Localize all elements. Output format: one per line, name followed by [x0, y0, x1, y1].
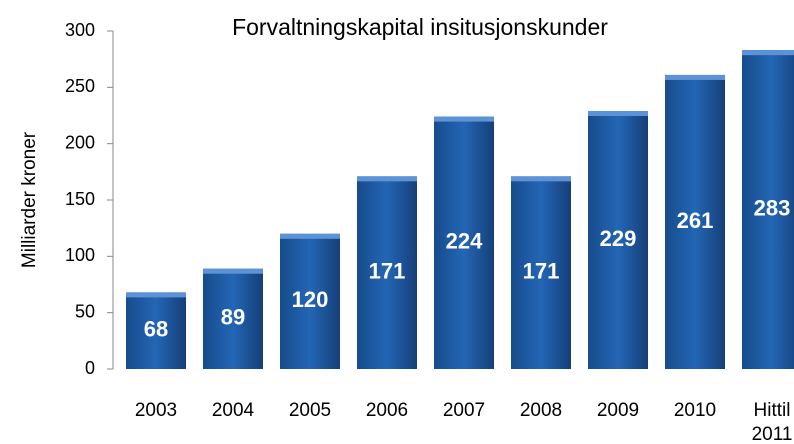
- value-label: 89: [221, 305, 245, 330]
- x-tick-label: 2004: [212, 400, 255, 421]
- value-label: 283: [754, 195, 791, 220]
- bar-cap: [357, 176, 417, 182]
- value-label: 224: [446, 229, 483, 254]
- value-label: 120: [292, 287, 329, 312]
- bar-cap: [434, 116, 494, 122]
- y-tick-label: 0: [85, 358, 95, 378]
- chart-title: Forvaltningskapital insitusjonskunder: [232, 14, 608, 40]
- value-label: 171: [369, 258, 406, 283]
- bar: [203, 268, 263, 369]
- bar: [357, 176, 417, 369]
- bar: [280, 233, 340, 369]
- y-tick-label: 300: [65, 20, 95, 40]
- x-tick-label-line: Hittil: [754, 400, 791, 421]
- bar-cap: [126, 292, 186, 298]
- y-tick-label: 50: [75, 301, 95, 321]
- value-label: 261: [677, 208, 714, 233]
- x-tick-label-line: 2011: [752, 424, 793, 444]
- bar: [588, 110, 648, 369]
- bar: [665, 74, 725, 369]
- bar: [742, 50, 794, 370]
- bar-cap: [588, 110, 648, 116]
- x-tick-label: 2008: [520, 400, 562, 421]
- bar: [511, 176, 571, 369]
- value-label: 68: [144, 317, 168, 342]
- value-label: 171: [523, 258, 560, 283]
- x-tick-label: Hittil 2011: [752, 400, 793, 444]
- x-tick-label: 2007: [443, 400, 485, 421]
- y-tick-label: 250: [65, 76, 95, 96]
- x-tick-label: 2009: [597, 400, 639, 421]
- bar: [126, 292, 186, 369]
- x-tick-label: 2010: [674, 400, 716, 421]
- bar-cap: [742, 50, 794, 56]
- y-tick-label: 200: [65, 132, 95, 152]
- value-label: 229: [600, 226, 637, 251]
- x-tick-label: 2005: [289, 400, 331, 421]
- bar-cap: [280, 233, 340, 239]
- bar-cap: [665, 74, 725, 80]
- y-axis-label: Milliarder kroner: [19, 131, 40, 268]
- y-tick-label: 150: [65, 189, 95, 209]
- bar-cap: [203, 268, 263, 274]
- x-tick-label: 2006: [366, 400, 408, 421]
- x-tick-label: 2003: [135, 400, 177, 421]
- bar: [434, 116, 494, 369]
- bar-cap: [511, 176, 571, 182]
- y-tick-label: 100: [65, 245, 95, 265]
